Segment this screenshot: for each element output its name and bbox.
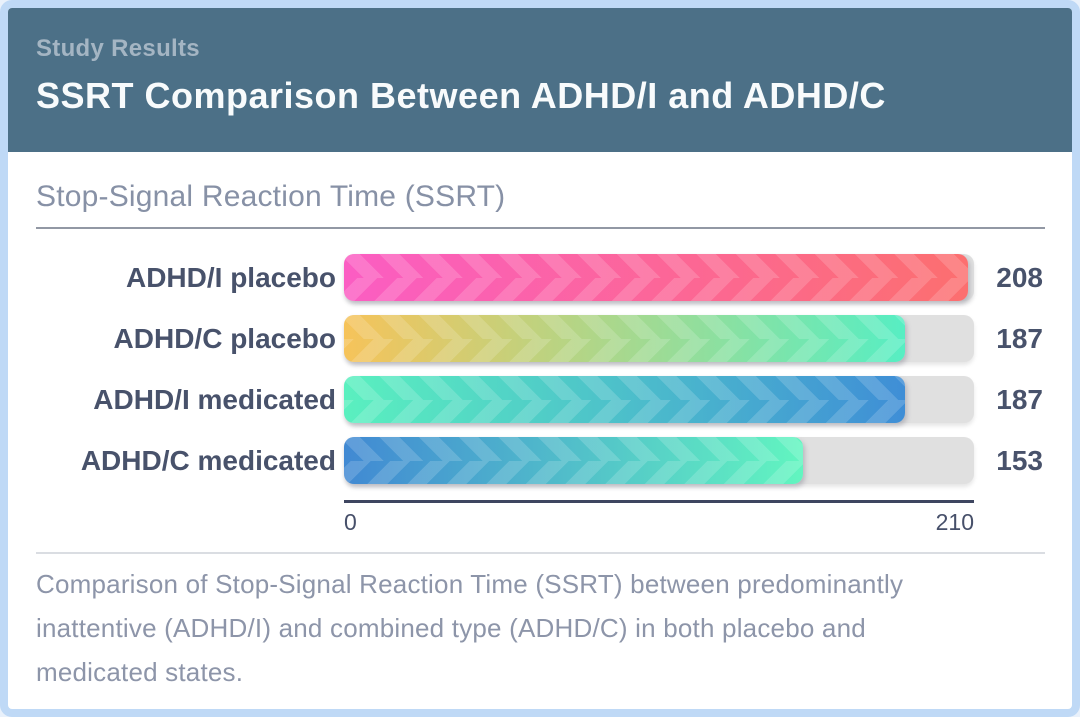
chart-section: Stop-Signal Reaction Time (SSRT) ADHD/I … (8, 152, 1072, 694)
bar-value: 187 (996, 322, 1043, 354)
bar-value: 153 (996, 444, 1043, 476)
axis-tick-min: 0 (344, 509, 357, 535)
axis-spacer (36, 500, 336, 536)
bar-value: 208 (996, 261, 1043, 293)
header-subtitle: Study Results (36, 35, 200, 62)
header: Study Results SSRT Comparison Between AD… (8, 8, 1072, 152)
x-axis: 0 210 (36, 500, 1045, 536)
bar-track (344, 376, 974, 423)
axis-line: 0 210 (344, 500, 974, 536)
chart-row: ADHD/I medicated 187 (36, 376, 1045, 423)
chart-row: ADHD/I placebo 208 (36, 254, 1045, 301)
bar-fill (344, 376, 905, 423)
chart-row: ADHD/C medicated 153 (36, 437, 1045, 484)
axis-tick-labels: 0 210 (344, 503, 974, 536)
divider-bottom (36, 552, 1045, 554)
chart-rows: ADHD/I placebo 208 ADHD/C placebo 187 ADHD/I… (36, 254, 1045, 484)
axis-tick-max: 210 (935, 509, 974, 535)
row-label: ADHD/C medicated (80, 444, 336, 476)
bar-track (344, 315, 974, 362)
caption: Comparison of Stop-Signal Reaction Time … (36, 562, 1045, 694)
chart-row: ADHD/C placebo 187 (36, 315, 1045, 362)
bar-fill (344, 254, 968, 301)
row-label: ADHD/I medicated (93, 383, 336, 415)
page-title: SSRT Comparison Between ADHD/I and ADHD/… (36, 75, 886, 116)
caption-line: medicated states. (36, 657, 244, 687)
bar-fill (344, 437, 804, 484)
row-label: ADHD/C placebo (113, 322, 336, 354)
bar-fill (344, 315, 905, 362)
axis-spacer (982, 500, 1045, 536)
bar-track (344, 254, 974, 301)
bar-value: 187 (996, 383, 1043, 415)
row-label: ADHD/I placebo (125, 261, 336, 293)
caption-line: inattentive (ADHD/I) and combined type (… (36, 613, 866, 643)
divider-top (36, 227, 1045, 229)
caption-line: Comparison of Stop-Signal Reaction Time … (36, 569, 904, 599)
bar-track (344, 437, 974, 484)
chart-title: Stop-Signal Reaction Time (SSRT) (36, 180, 506, 213)
